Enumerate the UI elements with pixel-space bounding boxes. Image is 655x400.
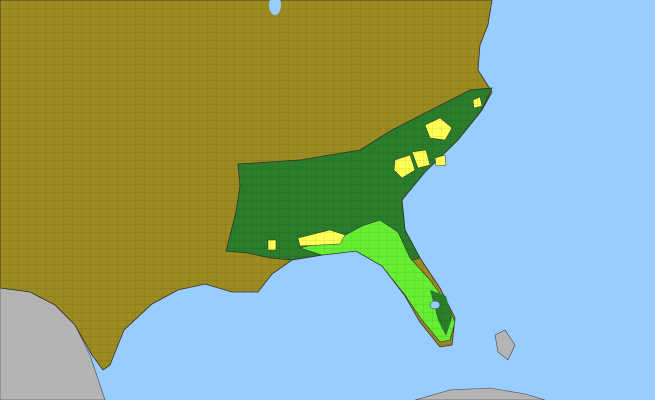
cuba: [414, 387, 546, 400]
bahamas: [494, 329, 516, 361]
lake: [429, 300, 441, 310]
lake: [269, 0, 281, 15]
